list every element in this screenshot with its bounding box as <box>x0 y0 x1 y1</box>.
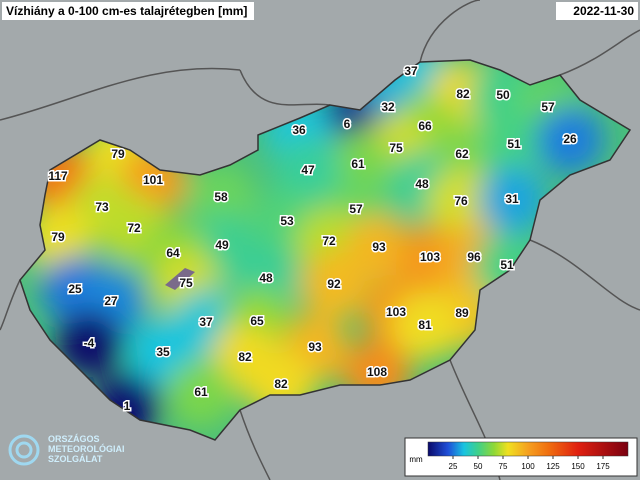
station-value: 51 <box>507 137 521 151</box>
station-value: 89 <box>455 306 469 320</box>
station-value: 36 <box>292 123 306 137</box>
station-value: 35 <box>156 345 170 359</box>
station-value: 27 <box>104 294 118 308</box>
station-value: 103 <box>420 250 440 264</box>
legend-tick-label: 50 <box>474 462 483 471</box>
logo-text: SZOLGÁLAT <box>48 454 103 464</box>
logo: ORSZÁGOS METEOROLÓGIAI SZOLGÁLAT <box>8 434 125 466</box>
station-value: 26 <box>563 132 577 146</box>
station-value: 92 <box>327 277 341 291</box>
field-blob <box>427 168 495 236</box>
logo-ring <box>15 441 33 459</box>
field-blob <box>480 111 548 179</box>
field-blob <box>274 137 342 205</box>
station-value: 49 <box>215 238 229 252</box>
station-value: 93 <box>372 240 386 254</box>
station-value: 1 <box>124 399 131 413</box>
station-value: 75 <box>179 276 193 290</box>
labels: 37 82 50 57 32 6 36 66 75 62 51 26 79 117 101 61 47 48 58 7… <box>47 63 579 415</box>
station-value: 72 <box>127 221 141 235</box>
field-blob <box>536 106 604 174</box>
station-value: 37 <box>199 315 213 329</box>
station-value: 48 <box>415 177 429 191</box>
station-value: 79 <box>51 230 65 244</box>
station-value: 76 <box>454 194 468 208</box>
station-value: 79 <box>111 147 125 161</box>
field-blob <box>345 214 413 282</box>
legend-tick-label: 100 <box>521 462 535 471</box>
station-value: 72 <box>322 234 336 248</box>
station-value: -4 <box>84 336 95 350</box>
lake <box>165 268 195 290</box>
date: 2022-11-30 <box>573 4 634 18</box>
station-value: 47 <box>301 163 315 177</box>
station-value: 37 <box>404 64 418 78</box>
colorbar <box>427 441 629 457</box>
field-blob <box>478 166 546 234</box>
station-value: 61 <box>351 157 365 171</box>
legend-tick-label: 75 <box>499 462 508 471</box>
station-value: 58 <box>214 190 228 204</box>
station-value: 101 <box>143 173 163 187</box>
station-value: 61 <box>194 385 208 399</box>
station-value: 73 <box>95 200 109 214</box>
station-value: 48 <box>259 271 273 285</box>
station-value: 65 <box>250 314 264 328</box>
logo-ring <box>8 434 40 466</box>
legend-tick-label: 125 <box>546 462 560 471</box>
title: Vízhiány a 0-100 cm-es talajrétegben [mm… <box>6 4 247 18</box>
field-blob <box>300 251 368 319</box>
station-value: 53 <box>280 214 294 228</box>
station-value: 51 <box>500 258 514 272</box>
legend-unit: mm <box>409 455 423 464</box>
station-value: 31 <box>505 192 519 206</box>
date-box <box>556 2 638 20</box>
legend-tick-label: 25 <box>449 462 458 471</box>
station-value: 6 <box>344 117 351 131</box>
station-value: 50 <box>496 88 510 102</box>
station-value: 96 <box>467 250 481 264</box>
field <box>24 60 604 440</box>
station-value: 103 <box>386 305 406 319</box>
field-blob <box>167 359 235 427</box>
station-value: 64 <box>166 246 180 260</box>
field-blob <box>391 292 459 360</box>
station-value: 57 <box>541 100 555 114</box>
station-value: 32 <box>381 100 395 114</box>
station-value: 62 <box>455 147 469 161</box>
station-value: 66 <box>418 119 432 133</box>
legend-tick-label: 150 <box>571 462 585 471</box>
field-blob <box>187 164 255 232</box>
station-value: 82 <box>274 377 288 391</box>
legend: mm 25 50 75 100 125 150 175 <box>404 437 638 477</box>
station-value: 82 <box>238 350 252 364</box>
logo-text: METEOROLÓGIAI <box>48 443 125 454</box>
station-value: 93 <box>308 340 322 354</box>
station-value: 75 <box>389 141 403 155</box>
station-value: 117 <box>48 169 68 183</box>
station-value: 108 <box>367 365 387 379</box>
legend-tick-label: 175 <box>596 462 610 471</box>
logo-text: ORSZÁGOS <box>48 434 100 444</box>
station-value: 81 <box>418 318 432 332</box>
title-box <box>2 2 254 20</box>
station-value: 82 <box>456 87 470 101</box>
station-value: 57 <box>349 202 363 216</box>
station-value: 25 <box>68 282 82 296</box>
